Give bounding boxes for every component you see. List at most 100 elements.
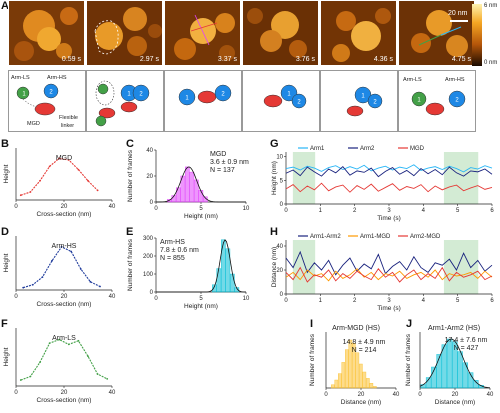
- x-axis-label: Cross-section (nm): [37, 397, 92, 404]
- hist-n: N = 427: [454, 345, 479, 352]
- panel-label-h: H: [270, 226, 278, 238]
- panel-label-f: F: [1, 318, 8, 330]
- y-tick-label: 40: [146, 148, 153, 154]
- hist-bar: [446, 338, 453, 389]
- hist-bar: [359, 363, 363, 389]
- y-axis-label: Number of frames: [127, 149, 134, 202]
- x-tick-label: 0: [324, 392, 328, 398]
- svg-text:1: 1: [185, 96, 189, 102]
- x-tick-label: 6: [490, 298, 494, 304]
- profile-name: Arm-LS: [52, 335, 76, 342]
- cartoon-1: 1 2 Arm-LS Arm-HS MGD Flexible linker: [8, 70, 86, 132]
- chart-g: 0 1 2 3 4 5 6 0 5 10 Arm1 Arm2 MGD Height (nm) Time (s…: [271, 146, 494, 222]
- frame-time: 4.75 s: [451, 56, 471, 63]
- shaded-region: [292, 240, 316, 294]
- series-line: [285, 182, 493, 193]
- x-tick-label: 10: [243, 206, 250, 212]
- profile-point: [48, 342, 51, 345]
- scale-bar-label: 20 nm: [448, 10, 468, 17]
- chart-i: 0 20 40 Number of frames Distance (nm) Arm-MG…: [309, 325, 400, 406]
- label-flexible: Flexible: [59, 115, 78, 121]
- svg-text:2: 2: [49, 90, 53, 96]
- panel-label-b: B: [1, 138, 9, 150]
- profile-point: [58, 157, 61, 160]
- x-tick-label: 5: [199, 206, 203, 212]
- series-line: [285, 164, 493, 173]
- afm-frame-5: 4.36 s: [320, 0, 397, 66]
- hist-bar: [431, 366, 437, 389]
- x-tick-label: 4: [422, 208, 426, 214]
- svg-text:1: 1: [361, 94, 365, 100]
- y-tick-label: 10: [276, 155, 283, 161]
- profile-point: [19, 379, 22, 381]
- legend-label: Arm1: [310, 146, 325, 152]
- x-tick-label: 0: [14, 204, 18, 210]
- afm-frame-1: 0.59 s: [8, 0, 85, 66]
- hist-bar: [352, 343, 356, 389]
- hist-name: Arm-MGD (HS): [332, 325, 380, 332]
- gauss-fit: [155, 166, 246, 203]
- x-tick-label: 0: [284, 298, 288, 304]
- scale-bar: [450, 20, 468, 22]
- hist-bar: [355, 352, 360, 389]
- shaded-region: [292, 152, 316, 204]
- x-tick-label: 40: [487, 392, 494, 398]
- profile-point: [87, 179, 89, 182]
- y-axis-label: Distance (nm): [271, 247, 278, 287]
- chart-j: 0 20 40 Number of frames Distance (nm) Arm1-A…: [405, 325, 494, 406]
- frame-time: 4.36 s: [373, 56, 393, 63]
- hist-bar: [366, 378, 370, 389]
- hist-bar: [467, 372, 474, 389]
- x-axis-label: Cross-section (nm): [37, 301, 92, 308]
- panel-label-c: C: [126, 138, 134, 150]
- chart-c: 0 5 10 0 20 40 Number of frames Height (nm) MGD3…: [127, 148, 250, 220]
- profile-point: [19, 194, 22, 197]
- hist-name: Arm1-Arm2 (HS): [428, 325, 480, 332]
- x-axis-label: Distance (nm): [341, 399, 381, 406]
- profile-point: [29, 375, 32, 378]
- hist-bar: [345, 349, 349, 389]
- y-axis-label: Height (nm): [271, 161, 278, 195]
- afm-frame-3: 3.37 s: [164, 0, 241, 66]
- x-tick-label: 0: [14, 390, 18, 396]
- hist-bar: [221, 239, 226, 293]
- hist-bar: [331, 384, 335, 389]
- x-axis-label: Time (s): [377, 305, 401, 312]
- series-line: [285, 266, 493, 283]
- hist-bar: [185, 166, 190, 203]
- legend-label: MGD: [410, 146, 425, 152]
- afm-frame-2: 2.97 s: [86, 0, 163, 66]
- profile-point: [89, 280, 92, 283]
- label-arm-ls: Arm-LS: [11, 75, 30, 81]
- hist-bar: [362, 371, 367, 389]
- profile-point: [60, 245, 63, 248]
- hist-bar: [198, 190, 204, 203]
- y-tick-label: 200: [143, 254, 154, 260]
- profile-point: [29, 191, 32, 193]
- shaded-region: [443, 240, 479, 294]
- svg-text:2: 2: [139, 92, 143, 98]
- hist-bar: [436, 354, 442, 389]
- y-tick-label: 20: [276, 268, 283, 274]
- y-axis-label: Number of frames: [405, 333, 412, 386]
- colorbar: [472, 4, 482, 66]
- y-tick-label: 0: [280, 202, 284, 208]
- y-tick-label: 0: [150, 200, 154, 206]
- x-tick-label: 1: [319, 298, 323, 304]
- frame-time: 2.97 s: [139, 56, 159, 63]
- label-mgd: MGD: [27, 121, 40, 127]
- profile-point: [48, 165, 51, 168]
- legend-label: Arm1-Arm2: [310, 234, 341, 240]
- svg-text:2: 2: [297, 100, 301, 106]
- label-arm-ls-2: Arm-LS: [403, 77, 422, 83]
- profile-point: [70, 250, 73, 253]
- profile-name: MGD: [56, 155, 72, 162]
- frame-time: 3.37 s: [217, 56, 237, 63]
- hist-bar: [189, 171, 195, 203]
- y-tick-label: 100: [143, 272, 154, 278]
- profile-point: [106, 377, 109, 380]
- profile-point: [58, 338, 61, 341]
- hist-stat: 14.8 ± 4.9 nm: [343, 339, 386, 346]
